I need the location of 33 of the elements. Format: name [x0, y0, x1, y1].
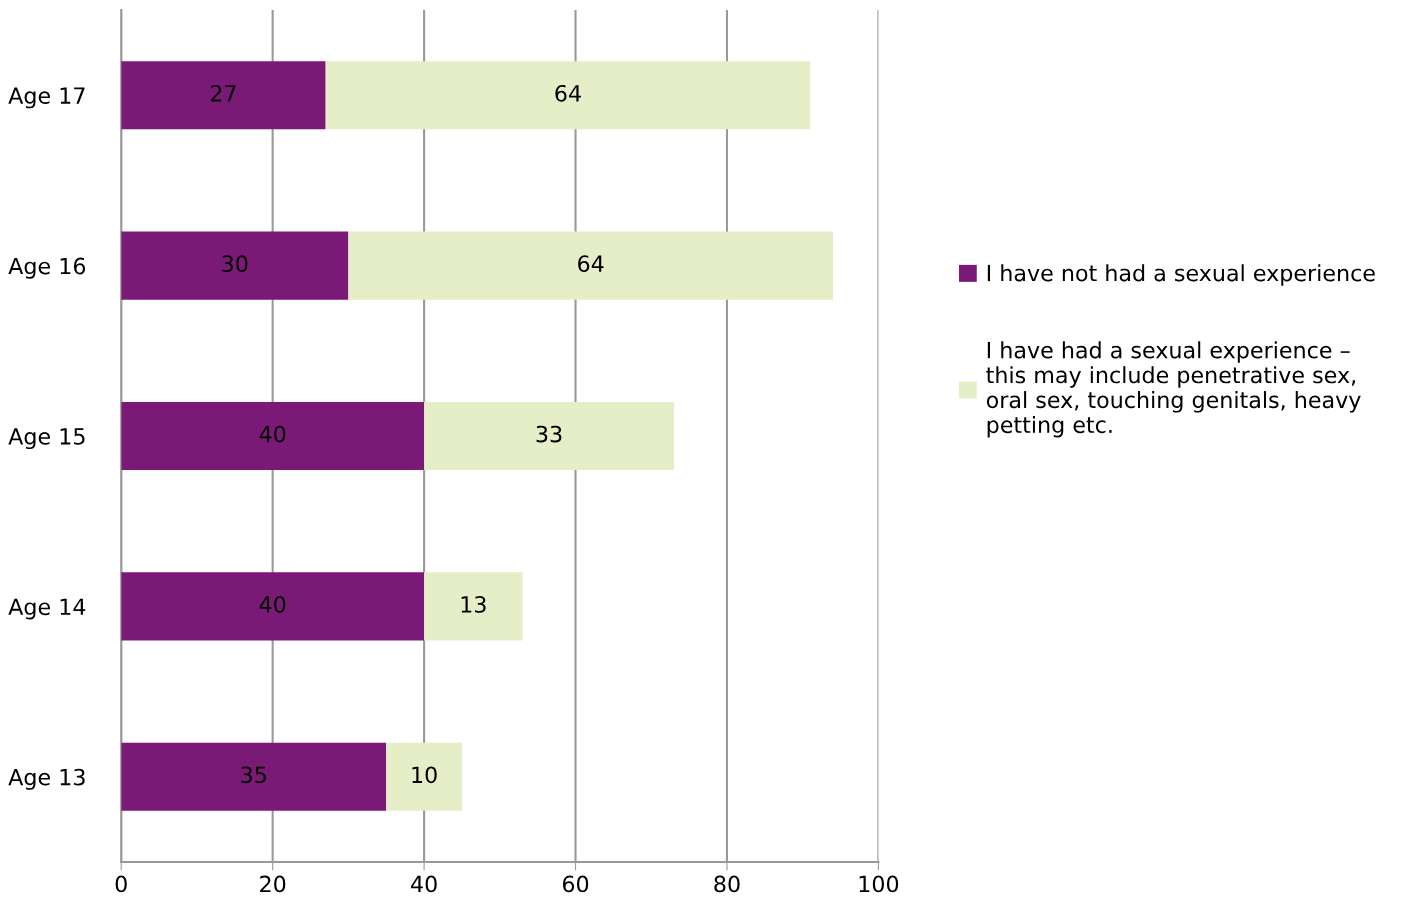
data-label: 40: [259, 596, 286, 613]
bar: [121, 61, 326, 130]
x-tick-label: 20: [260, 875, 286, 893]
bar: [121, 231, 349, 300]
legend-label: I have not had a sexual experience: [987, 264, 1375, 286]
bar: [386, 742, 462, 811]
bar: [121, 572, 425, 641]
data-label: 64: [578, 255, 604, 273]
bar: [424, 572, 523, 641]
data-label: 64: [555, 84, 581, 102]
y-tick-label: Age 16: [8, 257, 86, 279]
data-label: 10: [412, 766, 437, 784]
legend-label: I have had a sexual experience – this may include penetrative sex, oral sex, touching genitals, heavy petting etc.: [986, 341, 1361, 438]
x-tick-label: 0: [115, 875, 127, 893]
data-label: 40: [259, 425, 286, 443]
data-label: 33: [536, 425, 562, 443]
bar: [121, 401, 425, 471]
data-label: 27: [210, 84, 236, 102]
data-label: 30: [222, 255, 248, 273]
bar: [121, 742, 387, 811]
y-tick-label: Age 13: [8, 768, 85, 790]
y-tick-label: Age 14: [8, 598, 86, 620]
data-label: 13: [461, 596, 486, 613]
x-tick-label: 100: [859, 875, 899, 893]
x-tick-label: 40: [411, 875, 437, 893]
y-tick-label: Age 17: [8, 87, 85, 109]
bar: [325, 61, 811, 130]
bar: [348, 231, 833, 300]
bar: [424, 401, 674, 471]
x-tick-label: 60: [562, 875, 589, 893]
data-label: 35: [241, 766, 266, 784]
y-tick-label: Age 15: [8, 428, 85, 450]
x-tick-label: 80: [714, 875, 740, 893]
